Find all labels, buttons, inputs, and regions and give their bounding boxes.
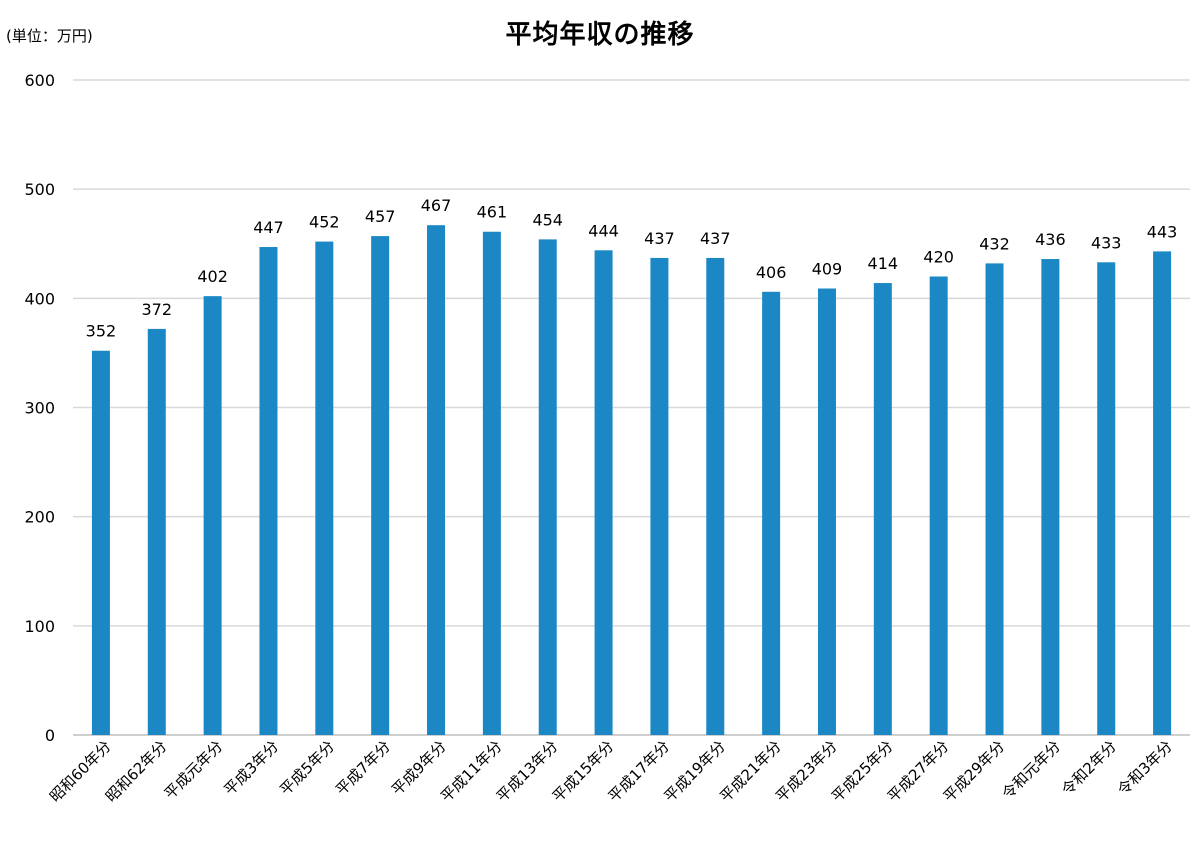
bar [929,276,948,735]
y-tick-label: 100 [24,617,55,636]
y-tick-label: 300 [24,399,55,418]
bar [482,231,501,735]
data-label: 443 [1147,222,1178,241]
chart-title: 平均年収の推移 [505,20,695,50]
x-tick-label: 平成7年分 [332,737,394,799]
data-label: 467 [421,196,452,215]
bar [817,288,836,735]
data-label: 414 [868,254,899,273]
data-label: 420 [923,248,954,267]
data-label: 406 [756,263,787,282]
bar [427,225,446,736]
bar [1097,262,1116,735]
bar [650,257,669,735]
bar [1041,259,1060,735]
bar [1153,251,1172,735]
y-tick-label: 600 [24,71,55,90]
data-label: 372 [142,300,173,319]
data-label: 436 [1035,230,1066,249]
x-tick-label: 平成5年分 [276,737,338,799]
data-label: 432 [979,234,1010,253]
bar [259,247,278,735]
data-label: 437 [644,229,675,248]
data-label: 454 [532,210,563,229]
x-tick-label: 平成3年分 [220,737,282,799]
data-label: 409 [812,260,843,279]
data-label: 444 [588,221,619,240]
y-tick-label: 0 [45,726,55,745]
bar [873,283,892,735]
data-label: 457 [365,207,396,226]
y-tick-label: 400 [24,289,55,308]
data-label: 461 [477,203,508,222]
y-tick-label: 200 [24,508,55,527]
bar [985,263,1004,735]
bar [706,257,725,735]
bar [594,250,613,736]
x-tick-label: 令和2年分 [1058,737,1120,799]
bar [147,328,166,735]
data-label: 433 [1091,233,1122,252]
bar [203,296,222,735]
unit-label: (単位：万円) [6,27,93,45]
x-tick-label: 平成元年分 [161,737,227,803]
bar [538,239,557,735]
data-label: 352 [86,322,117,341]
data-label: 402 [197,267,228,286]
y-tick-label: 500 [24,180,55,199]
bar [371,236,390,735]
data-label: 452 [309,213,340,232]
data-label: 447 [253,218,284,237]
bar [91,350,110,735]
data-label: 437 [700,229,731,248]
bar [762,291,781,735]
x-tick-label: 令和3年分 [1114,737,1176,799]
x-tick-label: 令和元年分 [998,737,1064,803]
bar [315,241,334,736]
